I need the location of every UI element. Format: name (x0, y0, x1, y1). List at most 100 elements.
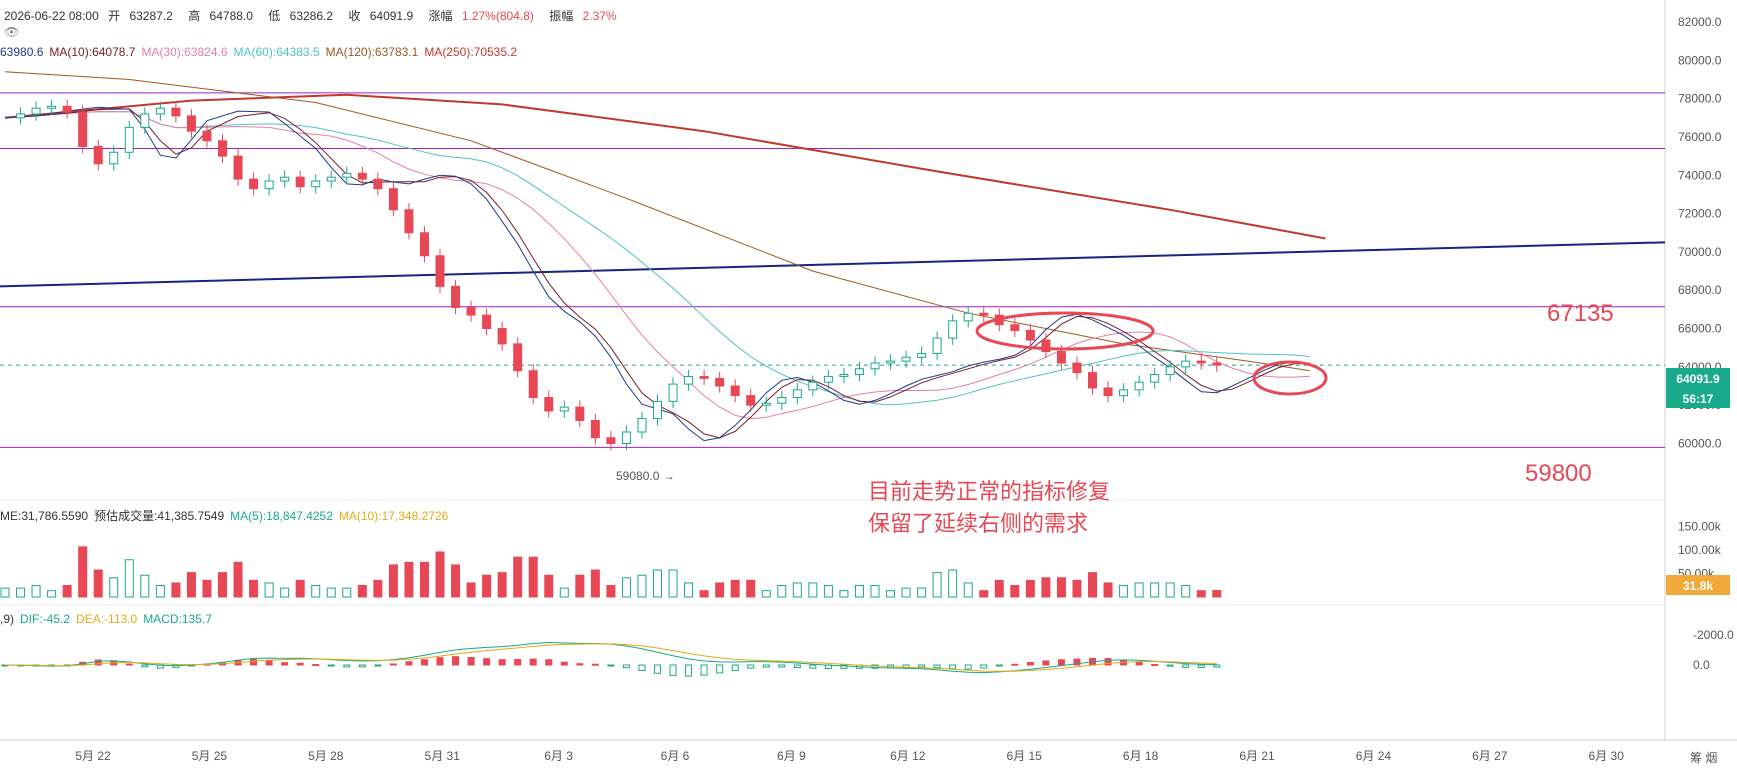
volume-bar (559, 587, 569, 598)
macd-histogram-bar (778, 664, 786, 668)
timer-badge-text: 56:17 (1683, 392, 1714, 406)
time-tick-label: 6月 15 (1007, 749, 1043, 763)
volume-bar (1181, 585, 1191, 598)
candle-body (62, 105, 72, 113)
candle-body (870, 362, 880, 370)
macd-histogram-bar (1166, 664, 1174, 667)
change-value: 1.27%(804.8) (461, 9, 534, 23)
ma60-line (4, 111, 1311, 406)
timer-badge-bg (1666, 388, 1730, 408)
macd-legend-item-1: DIF:-45.2 (20, 612, 71, 626)
eye-slash-icon[interactable]: 👁︎ (4, 25, 20, 39)
macd-histogram-bar (809, 664, 817, 669)
macd-dea-line (4, 643, 1217, 672)
volume-bar (606, 585, 616, 598)
candle-body (388, 188, 398, 211)
volume-bar (715, 582, 725, 598)
volume-bar (155, 585, 165, 598)
volume-bar (0, 587, 10, 598)
candle-body (1165, 366, 1175, 376)
candle-body (792, 389, 802, 399)
time-tick-label: 6月 9 (777, 749, 806, 763)
candle-body (311, 180, 321, 188)
candle-body (839, 374, 849, 377)
candle-body (1041, 339, 1051, 353)
volume-bar (637, 574, 647, 598)
macd-histogram-bar (1104, 658, 1112, 666)
highlight-ellipse (1252, 360, 1328, 396)
time-tick-label: 6月 6 (661, 749, 690, 763)
macd-histogram-bar (1026, 662, 1034, 666)
timer-badge: 56:17 (1666, 388, 1730, 408)
ma10-line (4, 108, 1311, 439)
candle-body (497, 328, 507, 345)
volume-bar (1056, 577, 1066, 598)
macd-histogram-bar (467, 657, 475, 666)
volume-bar (699, 590, 709, 598)
price-tick-label: 68000.0 (1678, 283, 1722, 297)
macd-histogram-bar (591, 663, 599, 666)
volume-badge: 31.8k (1666, 575, 1730, 595)
candle-body (357, 172, 367, 180)
ma-legend-item-2: MA(30):63824.6 (141, 45, 228, 59)
volume-bar (109, 577, 119, 598)
macd-tick-label: -2000.0 (1693, 628, 1734, 642)
macd-histogram-bar (638, 664, 646, 671)
volume-bar (668, 569, 678, 598)
volume-bar (47, 590, 57, 598)
macd-histogram-bar (483, 658, 491, 666)
ma-legend-item-3: MA(60):64383.5 (233, 45, 320, 59)
candle-body (482, 314, 492, 330)
volume-bar (16, 587, 26, 598)
volume-legend-item-2: MA(5):18,847.4252 (230, 509, 333, 523)
volume-bar (777, 585, 787, 598)
volume-bar (1134, 582, 1144, 598)
volume-bar (124, 559, 134, 598)
volume-bar (31, 585, 41, 598)
candle-body (684, 375, 694, 385)
candle-body (621, 431, 631, 445)
low-value: 63286.2 (289, 9, 334, 23)
candle-body (326, 176, 336, 182)
level-label-lower: 59800 (1525, 460, 1592, 487)
volume-legend-item-1: 预估成交量:41,385.7549 (94, 509, 225, 523)
candle-body (31, 107, 41, 115)
candle-body (1196, 360, 1206, 364)
macd-histogram-bar (125, 663, 133, 666)
candle-body (544, 397, 554, 412)
time-tick-label: 6月 3 (544, 749, 573, 763)
candle-body (901, 356, 911, 362)
volume-legend-item-3: MA(10):17,348.2726 (338, 509, 449, 523)
candle-body (1103, 387, 1113, 397)
macd-histogram-bar (700, 664, 708, 676)
macd-histogram-bar (840, 664, 848, 669)
time-tick-label: 6月 12 (890, 749, 926, 763)
volume-bar (1150, 582, 1160, 598)
volume-bar (233, 561, 243, 598)
level-label-upper: 67135 (1547, 300, 1614, 327)
macd-histogram-bar (296, 662, 304, 666)
volume-bar (186, 572, 196, 598)
candle-body (777, 397, 787, 404)
volume-bar (917, 587, 927, 598)
volume-bar (93, 569, 103, 598)
macd-histogram-bar (1151, 663, 1159, 666)
volume-bar (435, 551, 445, 598)
candle-body (1181, 360, 1191, 368)
candle-body (435, 255, 445, 287)
volume-bar (761, 590, 771, 598)
macd-histogram-bar (420, 659, 428, 666)
candle-body (1056, 351, 1066, 364)
volume-bar (963, 582, 973, 598)
volume-bar (373, 579, 383, 598)
candle-body (637, 418, 647, 433)
highlight-ellipse (975, 311, 1155, 351)
candle-body (668, 383, 678, 402)
volume-bar (994, 579, 1004, 598)
macd-histogram-bar (1182, 664, 1190, 668)
macd-legend: ,9) DIF:-45.2 DEA:-113.0 MACD:135.7 (0, 612, 218, 626)
volume-bar (808, 582, 818, 598)
macd-histogram-bar (265, 660, 273, 666)
candle-body (746, 395, 756, 406)
